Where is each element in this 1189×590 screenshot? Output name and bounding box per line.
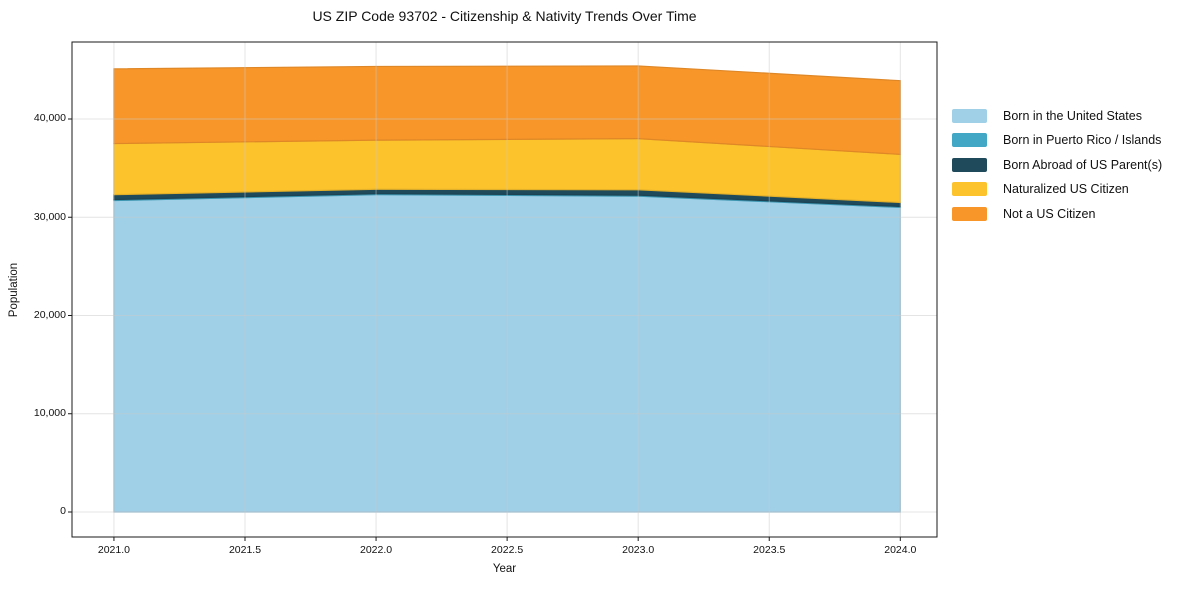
legend-label: Not a US Citizen: [1003, 206, 1096, 221]
legend-swatch: [952, 182, 987, 197]
y-axis-label: Population: [8, 262, 20, 318]
y-tick-label: 40,000: [33, 112, 66, 125]
x-tick-label: 2024.0: [884, 544, 917, 556]
axes-spines: [71, 41, 938, 538]
legend-item-3: Born Abroad of US Parent(s): [952, 157, 1163, 172]
legend-label: Born in the United States: [1003, 109, 1142, 123]
x-tick-label: 2023.0: [622, 544, 655, 556]
legend-item-2: Born in Puerto Rico / Islands: [952, 133, 1162, 148]
legend-item-4: Naturalized US Citizen: [952, 182, 1162, 197]
y-tick-label: 30,000: [33, 210, 66, 223]
chart-title: US ZIP Code 93702 - Citizenship & Nativi…: [312, 8, 697, 24]
y-tick-label: 0: [60, 505, 66, 518]
legend-swatch: [952, 133, 987, 148]
y-tick-label: 10,000: [33, 407, 66, 420]
x-tick-label: 2022.5: [491, 544, 524, 556]
y-tick-label: 20,000: [33, 308, 66, 321]
x-axis-label: Year: [492, 563, 517, 575]
legend-swatch: [952, 157, 987, 172]
legend: Born in the United States Born in Puerto …: [952, 109, 1162, 231]
legend-swatch: [952, 109, 987, 123]
legend-label: Naturalized US Citizen: [1003, 182, 1129, 197]
x-tick-label: 2022.0: [359, 544, 393, 556]
legend-label: Born in Puerto Rico / Islands: [1003, 133, 1162, 148]
legend-item-1: Born in the United States: [952, 109, 1162, 123]
legend-item-5: Not a US Citizen: [952, 206, 1162, 221]
legend-swatch: [952, 206, 987, 221]
x-tick-label: 2021.5: [228, 544, 262, 556]
x-tick-label: 2023.5: [753, 544, 786, 556]
x-tick-label: 2021.0: [97, 544, 130, 556]
legend-label: Born Abroad of US Parent(s): [1003, 157, 1163, 172]
